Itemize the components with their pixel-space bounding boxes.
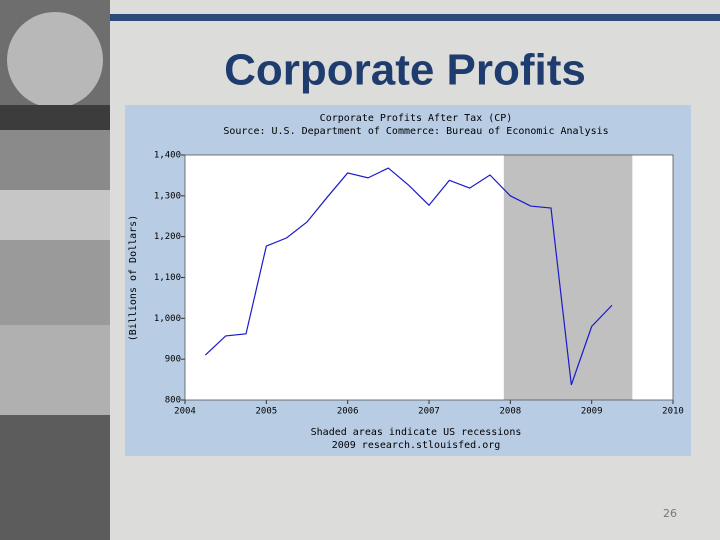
credit: 2009 research.stlouisfed.org: [332, 440, 501, 451]
slide-title: Corporate Profits: [224, 46, 586, 95]
y-tick-label: 1,000: [154, 314, 181, 324]
recession-note: Shaded areas indicate US recessions: [311, 427, 522, 438]
photo-strip: [0, 0, 110, 540]
y-tick-label: 1,400: [154, 151, 181, 161]
data-line: [204, 167, 613, 386]
money: [0, 190, 110, 240]
x-tick-label: 2004: [174, 407, 196, 417]
containers: [0, 130, 110, 190]
x-tick-label: 2009: [581, 407, 603, 417]
x-tick-label: 2005: [255, 407, 277, 417]
top-bar: [110, 14, 720, 21]
x-tick-label: 2007: [418, 407, 440, 417]
plot-frame: [184, 154, 674, 401]
y-tick-label: 1,300: [154, 191, 181, 201]
traders: [0, 240, 110, 325]
x-tick-label: 2010: [662, 407, 684, 417]
y-axis-label: (Billions of Dollars): [128, 215, 139, 341]
y-tick-label: 1,200: [154, 232, 181, 242]
chart-subtitle: Source: U.S. Department of Commerce: Bur…: [223, 126, 608, 137]
recession-band: [503, 155, 633, 400]
page-number: 26: [663, 507, 677, 520]
y-tick-label: 800: [165, 396, 181, 406]
chart-title: Corporate Profits After Tax (CP): [320, 113, 513, 124]
x-tick-label: 2008: [499, 407, 521, 417]
shop: [0, 415, 110, 540]
globe: [7, 12, 103, 108]
building: [0, 325, 110, 415]
y-tick-label: 1,100: [154, 273, 181, 283]
x-tick-label: 2006: [337, 407, 359, 417]
y-tick-label: 900: [165, 355, 181, 365]
street-sign: [0, 105, 110, 130]
chart: Corporate Profits After Tax (CP) Source:…: [125, 105, 691, 456]
